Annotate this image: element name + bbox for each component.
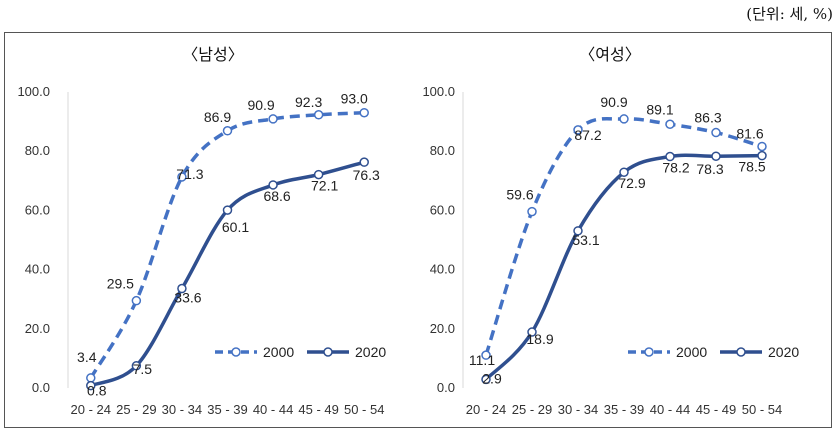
data-point-2000 xyxy=(527,206,537,217)
y-tick-label: 0.0 xyxy=(32,380,50,395)
panel-title: 〈남성〉 xyxy=(182,45,243,64)
data-label-2020: 68.6 xyxy=(263,188,290,204)
data-label-2020: 72.9 xyxy=(618,175,645,191)
data-point-2020 xyxy=(665,151,675,162)
x-tick-label: 20 - 24 xyxy=(71,402,111,417)
data-label-2000: 86.3 xyxy=(694,110,721,126)
x-tick-label: 20 - 24 xyxy=(466,402,506,417)
y-tick-label: 80.0 xyxy=(430,143,455,158)
chart-frame xyxy=(4,32,832,428)
y-tick-label: 80.0 xyxy=(25,143,50,158)
data-point-2000 xyxy=(131,295,142,306)
data-point-2020 xyxy=(86,380,96,391)
y-tick-label: 0.0 xyxy=(437,380,455,395)
y-tick-label: 60.0 xyxy=(25,202,50,217)
legend-marker-2020 xyxy=(323,347,333,357)
data-label-2000: 90.9 xyxy=(600,94,627,110)
data-label-2020: 78.3 xyxy=(696,161,723,177)
data-label-2000: 3.4 xyxy=(77,349,97,365)
data-point-2020 xyxy=(619,167,629,177)
y-tick-label: 60.0 xyxy=(430,202,455,217)
data-label-2000: 87.2 xyxy=(574,127,601,143)
data-point-2000 xyxy=(177,172,187,182)
x-tick-label: 45 - 49 xyxy=(696,402,736,417)
data-point-2020 xyxy=(131,361,142,371)
data-label-2000: 89.1 xyxy=(646,101,673,117)
x-tick-label: 30 - 34 xyxy=(162,402,202,417)
x-tick-label: 30 - 34 xyxy=(558,402,598,417)
data-label-2000: 92.3 xyxy=(295,94,322,110)
series-line-2000 xyxy=(89,110,365,379)
x-tick-label: 40 - 44 xyxy=(650,402,690,417)
data-point-2000 xyxy=(757,141,767,152)
data-point-2000 xyxy=(619,114,629,124)
x-tick-label: 40 - 44 xyxy=(253,402,293,417)
legend-marker-2000 xyxy=(231,347,241,357)
data-point-2020 xyxy=(481,374,491,385)
x-tick-label: 35 - 39 xyxy=(207,402,247,417)
data-point-2000 xyxy=(573,125,583,135)
x-tick-label: 45 - 49 xyxy=(298,402,338,417)
legend-marker-2000 xyxy=(644,347,654,357)
data-label-2020: 2.9 xyxy=(482,370,502,386)
y-tick-label: 100.0 xyxy=(17,84,50,99)
y-tick-label: 40.0 xyxy=(430,262,455,277)
y-tick-label: 40.0 xyxy=(25,262,50,277)
data-label-2000: 29.5 xyxy=(107,276,134,292)
data-label-2020: 53.1 xyxy=(572,232,599,248)
data-label-2020: 0.8 xyxy=(87,383,107,399)
data-point-2020 xyxy=(222,205,233,215)
data-point-2000 xyxy=(86,373,96,383)
data-label-2020: 72.1 xyxy=(311,178,338,194)
data-label-2020: 78.5 xyxy=(738,159,765,175)
data-label-2000: 59.6 xyxy=(506,187,533,203)
legend-marker-2020 xyxy=(736,347,746,357)
y-tick-label: 20.0 xyxy=(430,321,455,336)
data-point-2020 xyxy=(268,180,278,190)
legend-label-2000: 2000 xyxy=(263,344,294,360)
y-tick-label: 20.0 xyxy=(25,321,50,336)
data-point-2000 xyxy=(268,114,278,124)
data-label-2020: 33.6 xyxy=(174,290,201,306)
data-label-2020: 78.2 xyxy=(662,160,689,176)
panel-title: 〈여성〉 xyxy=(579,45,640,64)
unit-note: (단위: 세, %) xyxy=(746,5,833,23)
legend-label-2020: 2020 xyxy=(355,344,386,360)
x-tick-label: 25 - 29 xyxy=(116,402,156,417)
data-label-2000: 71.3 xyxy=(176,166,203,182)
x-tick-label: 35 - 39 xyxy=(604,402,644,417)
data-point-2000 xyxy=(359,107,369,118)
x-tick-label: 25 - 29 xyxy=(512,402,552,417)
data-point-2000 xyxy=(711,127,721,138)
data-point-2020 xyxy=(711,151,721,161)
x-tick-label: 50 - 54 xyxy=(344,402,384,417)
x-tick-label: 50 - 54 xyxy=(742,402,782,417)
legend-label-2000: 2000 xyxy=(676,344,707,360)
data-label-2000: 81.6 xyxy=(736,125,763,141)
chart-panel-female: 〈여성〉 0.0 20.0 40.0 60.0 80.0 100.0 20 - 24 25 - … xyxy=(422,45,799,417)
data-label-2000: 90.9 xyxy=(247,97,274,113)
y-tick-label: 100.0 xyxy=(422,84,455,99)
data-point-2000 xyxy=(481,350,491,360)
chart-panel-male: 〈남성〉 0.0 20.0 40.0 60.0 80.0 100.0 20 - 24 25 - … xyxy=(17,45,386,417)
data-point-2020 xyxy=(177,283,187,294)
data-label-2000: 11.1 xyxy=(469,352,495,368)
data-label-2020: 60.1 xyxy=(222,219,249,235)
data-point-2020 xyxy=(573,226,583,236)
series-line-2000 xyxy=(484,116,763,356)
data-point-2000 xyxy=(222,126,233,136)
data-label-2020: 18.9 xyxy=(526,331,553,347)
data-label-2000: 86.9 xyxy=(204,109,231,125)
data-point-2020 xyxy=(527,327,537,337)
data-label-2020: 76.3 xyxy=(353,167,380,183)
legend-label-2020: 2020 xyxy=(768,344,799,360)
data-point-2000 xyxy=(665,119,675,130)
data-label-2020: 7.5 xyxy=(133,361,153,377)
data-point-2000 xyxy=(313,110,324,120)
data-point-2020 xyxy=(359,157,369,167)
data-point-2020 xyxy=(313,169,324,180)
data-label-2000: 93.0 xyxy=(341,91,368,107)
data-point-2020 xyxy=(757,150,767,161)
